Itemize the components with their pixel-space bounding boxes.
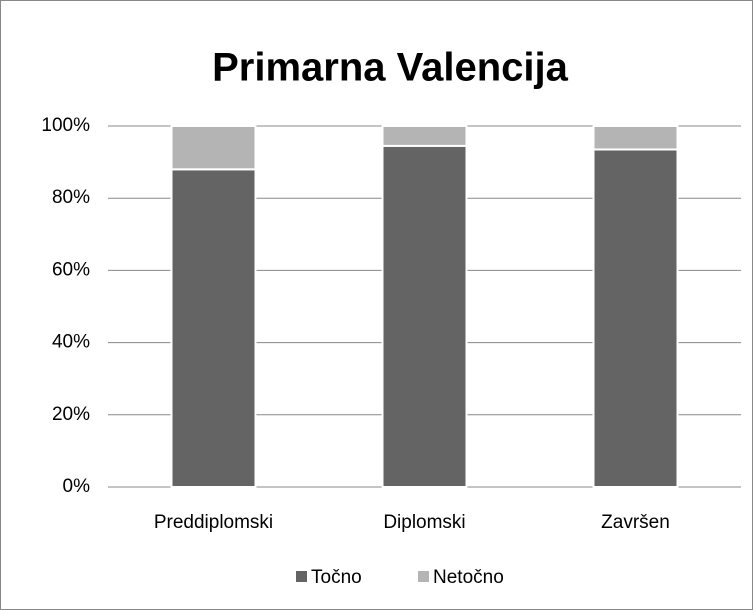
- y-tick-label: 100%: [41, 115, 90, 136]
- legend-label: Točno: [311, 567, 362, 588]
- y-tick-label: 20%: [52, 404, 90, 425]
- bar-segment: [381, 144, 468, 488]
- legend-label: Netočno: [433, 567, 504, 588]
- y-tick-label: 0%: [63, 476, 91, 497]
- legend-swatch: [418, 571, 429, 582]
- chart-title: Primarna Valencija: [212, 46, 569, 90]
- y-tick-label: 60%: [52, 259, 90, 280]
- x-tick-label: Preddiplomski: [154, 512, 273, 533]
- bar-segment: [592, 125, 679, 151]
- bar-segment: [170, 125, 257, 171]
- bar-segment: [170, 168, 257, 488]
- y-tick-label: 40%: [52, 332, 90, 353]
- bar-segment: [592, 148, 679, 488]
- x-tick-label: Diplomski: [383, 512, 465, 533]
- bar-segment: [381, 125, 468, 147]
- legend-swatch: [296, 571, 307, 582]
- x-tick-label: Završen: [601, 512, 670, 533]
- y-tick-label: 80%: [52, 187, 90, 208]
